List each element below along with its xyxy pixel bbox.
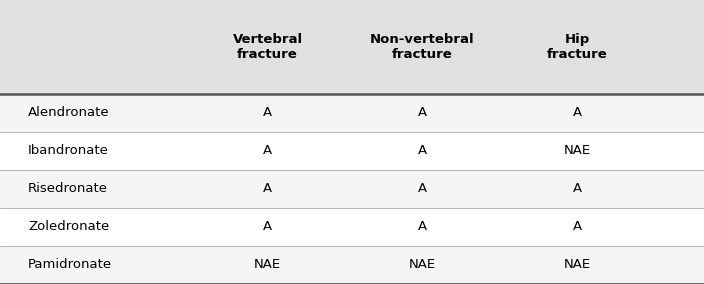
Text: Ibandronate: Ibandronate: [28, 144, 109, 157]
Text: A: A: [418, 144, 427, 157]
Bar: [0, 170, 704, 208]
Text: Vertebral
fracture: Vertebral fracture: [232, 33, 303, 61]
Text: Risedronate: Risedronate: [28, 182, 108, 195]
Text: Alendronate: Alendronate: [28, 106, 110, 119]
Bar: [0, 246, 704, 284]
Text: A: A: [418, 220, 427, 233]
Text: A: A: [263, 182, 272, 195]
Bar: [0, 0, 704, 94]
Text: NAE: NAE: [409, 258, 436, 272]
Bar: [0, 132, 704, 170]
Text: A: A: [263, 106, 272, 119]
Text: Pamidronate: Pamidronate: [28, 258, 112, 272]
Text: NAE: NAE: [564, 258, 591, 272]
Bar: [0, 94, 704, 132]
Text: A: A: [263, 144, 272, 157]
Text: A: A: [263, 220, 272, 233]
Text: Non-vertebral
fracture: Non-vertebral fracture: [370, 33, 474, 61]
Text: NAE: NAE: [564, 144, 591, 157]
Text: A: A: [573, 106, 582, 119]
Text: Hip
fracture: Hip fracture: [547, 33, 608, 61]
Bar: [0, 208, 704, 246]
Text: A: A: [573, 220, 582, 233]
Text: Zoledronate: Zoledronate: [28, 220, 109, 233]
Text: NAE: NAE: [254, 258, 281, 272]
Text: A: A: [418, 106, 427, 119]
Text: A: A: [418, 182, 427, 195]
Text: A: A: [573, 182, 582, 195]
